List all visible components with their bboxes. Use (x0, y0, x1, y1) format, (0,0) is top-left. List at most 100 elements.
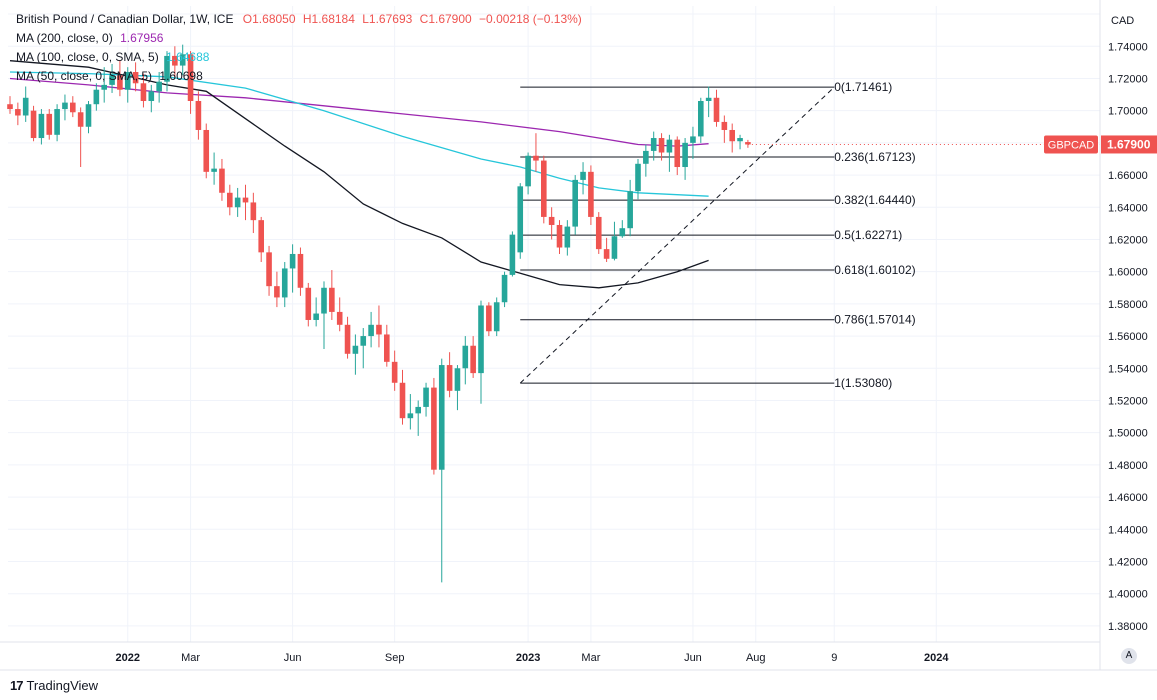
candle-body (132, 72, 139, 84)
axes: 1.740001.720001.700001.680001.660001.640… (0, 0, 1157, 671)
indicator-value: 1.67956 (120, 31, 164, 45)
candle-body (336, 311, 343, 325)
candle-body (737, 138, 743, 142)
candle-body (234, 197, 241, 208)
y-tick-label: 1.62000 (1108, 234, 1148, 246)
candle-body (15, 109, 21, 116)
x-tick-label: Jun (684, 652, 702, 664)
candle-body (203, 129, 210, 172)
chart-legend: British Pound / Canadian Dollar, 1W, ICE… (16, 10, 582, 86)
candle-body (423, 387, 429, 407)
candle-body (698, 100, 704, 137)
candle-body (117, 75, 123, 90)
candle-body (533, 155, 539, 161)
candle-body (101, 84, 107, 90)
candle-body (266, 252, 272, 287)
candle-body (172, 55, 178, 66)
y-tick-label: 1.58000 (1108, 299, 1148, 311)
ohlc-open: O1.68050 (242, 12, 296, 26)
symbol-tag-label: GBPCAD (1048, 139, 1095, 151)
candle-body (38, 113, 45, 139)
candle-body (666, 139, 673, 153)
candle-body (611, 236, 618, 259)
symbol-title: British Pound / Canadian Dollar, 1W, ICE (16, 12, 234, 26)
candle-body (211, 168, 217, 172)
x-tick-label: Mar (181, 652, 200, 664)
fibonacci-retracement: 0(1.71461) 0.236(1.67123) 0.382(1.64440) 0.… (519, 80, 916, 390)
candle-body (603, 249, 610, 259)
ohlc-change: −0.00218 (−0.13%) (479, 12, 582, 26)
candle-body (274, 286, 280, 298)
candle-body (650, 138, 657, 151)
candle-body (360, 336, 367, 346)
candle-body (415, 406, 421, 414)
candle-body (588, 171, 594, 217)
candle-body (556, 224, 563, 248)
candle-body (62, 102, 68, 110)
candle-body (619, 228, 626, 237)
y-tick-label: 1.42000 (1108, 556, 1148, 568)
candle-body (525, 155, 531, 187)
ohlc-high: H1.68184 (302, 12, 355, 26)
candle-body (148, 91, 155, 101)
candle-body (548, 216, 555, 225)
branding-text: TradingView (26, 678, 99, 693)
candle-body (486, 305, 492, 332)
currency-label: CAD (1111, 15, 1135, 27)
candle-body (7, 104, 13, 110)
candle-body (93, 89, 100, 105)
candle-body (187, 54, 194, 101)
indicator-label: MA (50, close, 0, SMA, 5) (16, 69, 153, 83)
candle-body (368, 324, 374, 337)
candle-body (438, 365, 445, 470)
candle-body (462, 345, 469, 369)
tradingview-icon: 17 (10, 678, 24, 693)
candle-body (109, 75, 115, 85)
candle-body (164, 55, 170, 82)
candle-body (446, 365, 453, 391)
x-tick-label: Mar (581, 652, 600, 664)
y-tick-label: 1.70000 (1108, 106, 1148, 118)
candle-body (70, 102, 76, 113)
candle-body (627, 191, 633, 229)
candle-body (682, 142, 688, 168)
candle-body (517, 186, 524, 253)
indicator-row-ma50[interactable]: MA (50, close, 0, SMA, 5) 1.60698 (16, 67, 582, 86)
candle-body (729, 129, 735, 142)
y-tick-label: 1.40000 (1108, 589, 1148, 601)
candle-body (124, 72, 131, 90)
symbol-row: British Pound / Canadian Dollar, 1W, ICE… (16, 10, 582, 29)
candle-body (407, 413, 414, 419)
candle-body (713, 97, 720, 122)
candle-body (54, 109, 60, 135)
auto-scale-button[interactable]: A (1121, 648, 1137, 664)
fib-level-label: 0.382(1.64440) (834, 193, 915, 207)
fib-level-label: 0(1.71461) (834, 80, 892, 94)
x-tick-label: Aug (746, 652, 766, 664)
ma-line (9, 77, 709, 147)
candle-body (242, 197, 249, 203)
ohlc-low: L1.67693 (362, 12, 413, 26)
candle-body (690, 136, 696, 143)
candle-body (195, 100, 202, 130)
fib-level-label: 0.786(1.57014) (834, 313, 915, 327)
y-tick-label: 1.60000 (1108, 267, 1148, 279)
y-tick-label: 1.52000 (1108, 395, 1148, 407)
indicator-row-ma200[interactable]: MA (200, close, 0) 1.67956 (16, 29, 582, 48)
candle-body (674, 139, 681, 168)
candle-body (705, 97, 712, 101)
candle-body (329, 287, 335, 312)
y-tick-label: 1.64000 (1108, 202, 1148, 214)
x-tick-label: 2022 (116, 652, 140, 664)
candle-body (289, 253, 296, 269)
candle-body (46, 113, 53, 135)
candle-body (721, 121, 728, 130)
tradingview-logo[interactable]: 17 TradingView (10, 678, 98, 693)
indicator-row-ma100[interactable]: MA (100, close, 0, SMA, 5) 1.64688 (16, 48, 582, 67)
fib-level-label: 1(1.53080) (834, 376, 892, 390)
candle-body (658, 138, 665, 153)
candle-body (219, 168, 225, 193)
candle-body (297, 253, 304, 288)
ohlc-close: C1.67900 (419, 12, 472, 26)
